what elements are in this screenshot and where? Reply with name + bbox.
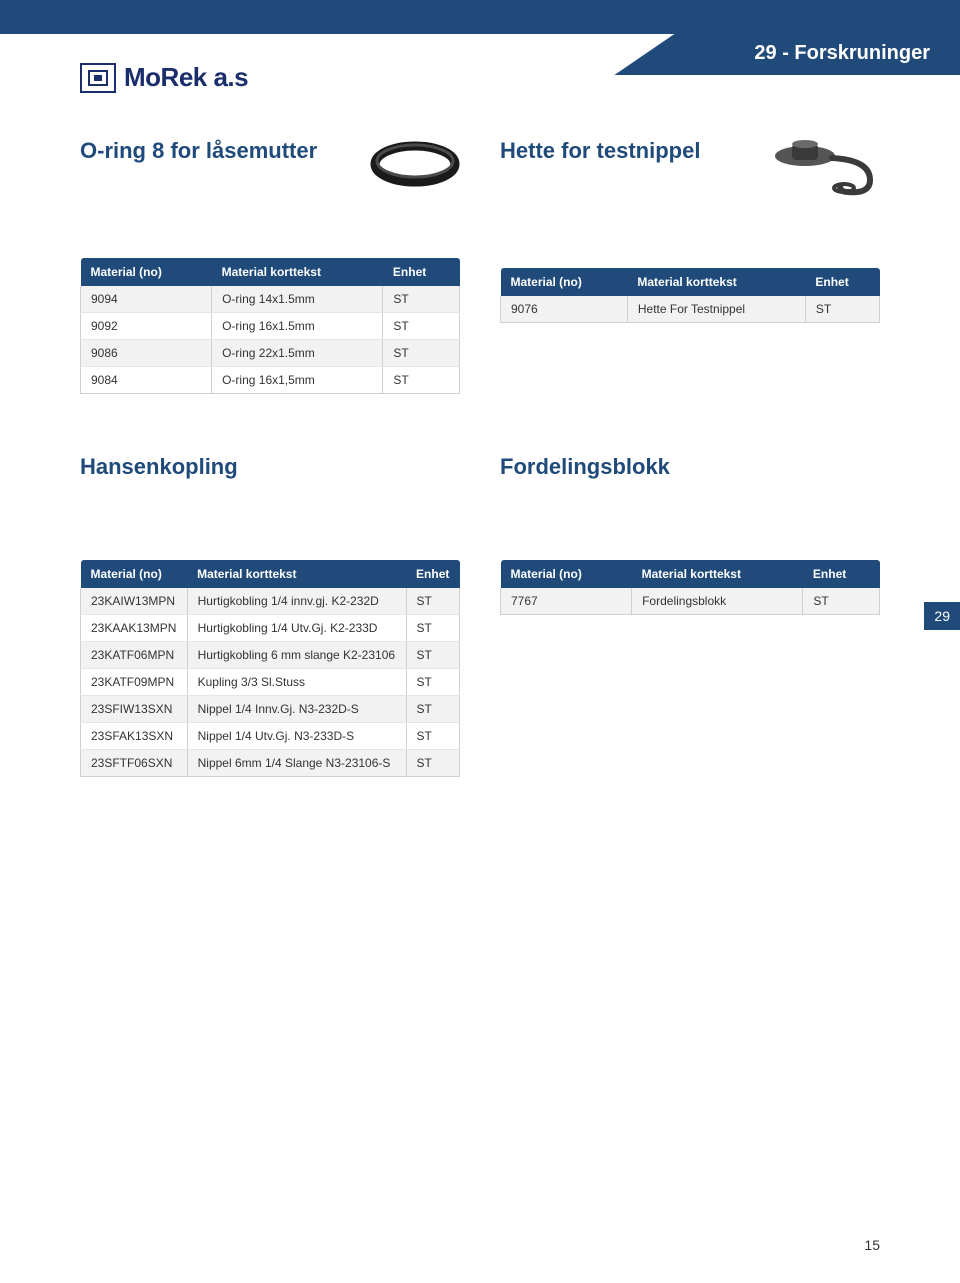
table-cell: ST xyxy=(406,750,459,777)
table-cell: Nippel 6mm 1/4 Slange N3-23106-S xyxy=(187,750,406,777)
table-row: 23SFAK13SXNNippel 1/4 Utv.Gj. N3-233D-SS… xyxy=(81,723,460,750)
th: Enhet xyxy=(803,560,880,588)
table-cell: ST xyxy=(406,696,459,723)
oring-icon xyxy=(370,138,460,188)
logo-icon xyxy=(80,63,116,93)
table-cell: 7767 xyxy=(501,588,632,615)
page-number: 15 xyxy=(864,1237,880,1253)
logo: MoRek a.s xyxy=(80,62,248,93)
table-cell: Fordelingsblokk xyxy=(632,588,803,615)
side-tab: 29 xyxy=(924,602,960,630)
table-cell: 23SFTF06SXN xyxy=(81,750,188,777)
table-row: 23SFTF06SXNNippel 6mm 1/4 Slange N3-2310… xyxy=(81,750,460,777)
table-cell: 9084 xyxy=(81,367,212,394)
table-cell: 23KATF06MPN xyxy=(81,642,188,669)
th: Material (no) xyxy=(501,268,628,296)
table-cell: ST xyxy=(383,313,460,340)
table-cell: Kupling 3/3 Sl.Stuss xyxy=(187,669,406,696)
table-row: 9094O-ring 14x1.5mmST xyxy=(81,286,460,313)
table-row: 9086O-ring 22x1.5mmST xyxy=(81,340,460,367)
table-cell: ST xyxy=(805,296,879,323)
th: Material korttekst xyxy=(632,560,803,588)
table-oring: Material (no) Material korttekst Enhet 9… xyxy=(80,258,460,394)
table-cell: O-ring 14x1.5mm xyxy=(212,286,383,313)
th: Material (no) xyxy=(81,258,212,286)
section-title-hansen: Hansenkopling xyxy=(80,454,460,480)
table-cell: Nippel 1/4 Utv.Gj. N3-233D-S xyxy=(187,723,406,750)
table-cell: ST xyxy=(383,286,460,313)
section-title-oring: O-ring 8 for låsemutter xyxy=(80,138,340,164)
table-row: 7767FordelingsblokkST xyxy=(501,588,880,615)
th: Enhet xyxy=(406,560,459,588)
table-cell: Nippel 1/4 Innv.Gj. N3-232D-S xyxy=(187,696,406,723)
th: Material korttekst xyxy=(187,560,406,588)
table-row: 9084O-ring 16x1,5mmST xyxy=(81,367,460,394)
table-cell: ST xyxy=(406,642,459,669)
table-row: 23KATF09MPNKupling 3/3 Sl.StussST xyxy=(81,669,460,696)
table-row: 23KATF06MPNHurtigkobling 6 mm slange K2-… xyxy=(81,642,460,669)
table-cell: Hurtigkobling 1/4 innv.gj. K2-232D xyxy=(187,588,406,615)
table-fordel: Material (no) Material korttekst Enhet 7… xyxy=(500,560,880,615)
table-cell: 23SFAK13SXN xyxy=(81,723,188,750)
cap-icon xyxy=(770,138,880,198)
table-cell: Hurtigkobling 1/4 Utv.Gj. K2-233D xyxy=(187,615,406,642)
table-row: 23KAIW13MPNHurtigkobling 1/4 innv.gj. K2… xyxy=(81,588,460,615)
table-cell: ST xyxy=(406,588,459,615)
table-hette: Material (no) Material korttekst Enhet 9… xyxy=(500,268,880,323)
table-cell: 9076 xyxy=(501,296,628,323)
table-cell: ST xyxy=(406,615,459,642)
th: Material (no) xyxy=(501,560,632,588)
table-cell: 9092 xyxy=(81,313,212,340)
table-cell: 23KATF09MPN xyxy=(81,669,188,696)
table-cell: 23KAIW13MPN xyxy=(81,588,188,615)
logo-text: MoRek a.s xyxy=(124,62,248,93)
section-title-hette: Hette for testnippel xyxy=(500,138,740,164)
table-cell: 23SFIW13SXN xyxy=(81,696,188,723)
th: Enhet xyxy=(805,268,879,296)
th: Material korttekst xyxy=(627,268,805,296)
table-hansen: Material (no) Material korttekst Enhet 2… xyxy=(80,560,460,777)
table-row: 9076Hette For TestnippelST xyxy=(501,296,880,323)
table-row: 23KAAK13MPNHurtigkobling 1/4 Utv.Gj. K2-… xyxy=(81,615,460,642)
table-cell: 9094 xyxy=(81,286,212,313)
table-cell: O-ring 16x1,5mm xyxy=(212,367,383,394)
page-header-title: 29 - Forskruninger xyxy=(614,34,960,75)
section-title-fordel: Fordelingsblokk xyxy=(500,454,880,480)
table-cell: ST xyxy=(803,588,880,615)
table-row: 9092O-ring 16x1.5mmST xyxy=(81,313,460,340)
table-cell: ST xyxy=(383,340,460,367)
th: Enhet xyxy=(383,258,460,286)
table-cell: ST xyxy=(406,669,459,696)
table-row: 23SFIW13SXNNippel 1/4 Innv.Gj. N3-232D-S… xyxy=(81,696,460,723)
th: Material korttekst xyxy=(212,258,383,286)
table-cell: ST xyxy=(406,723,459,750)
table-cell: O-ring 16x1.5mm xyxy=(212,313,383,340)
table-cell: Hette For Testnippel xyxy=(627,296,805,323)
header-area: 29 - Forskruninger MoRek a.s xyxy=(0,34,960,98)
table-cell: Hurtigkobling 6 mm slange K2-23106 xyxy=(187,642,406,669)
table-cell: ST xyxy=(383,367,460,394)
table-cell: 9086 xyxy=(81,340,212,367)
table-cell: O-ring 22x1.5mm xyxy=(212,340,383,367)
table-cell: 23KAAK13MPN xyxy=(81,615,188,642)
top-bar xyxy=(0,0,960,34)
th: Material (no) xyxy=(81,560,188,588)
